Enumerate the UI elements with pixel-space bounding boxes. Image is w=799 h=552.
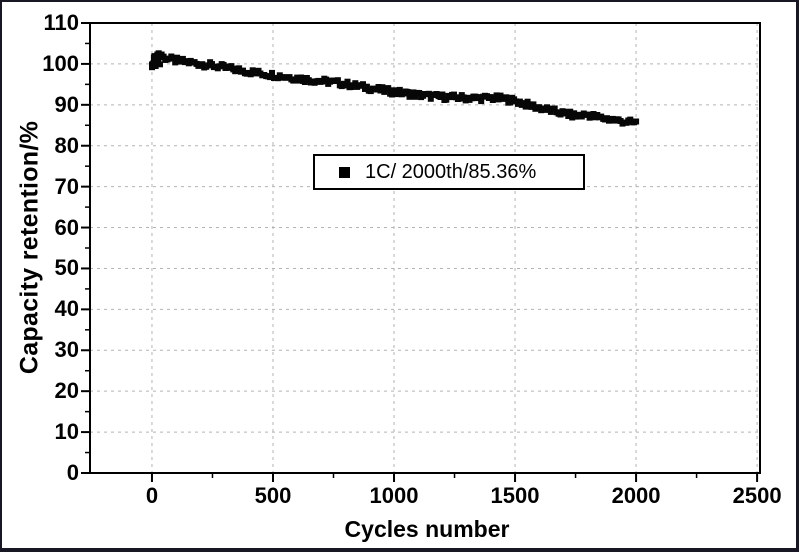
data-point [571,110,578,117]
data-point [352,80,359,87]
data-point [334,77,341,84]
data-point [377,87,384,94]
data-point [497,92,504,99]
x-tick-label: 2000 [611,483,661,508]
data-point [199,61,206,68]
data-point [493,92,500,99]
data-point [503,94,510,101]
x-tick-label: 500 [254,483,292,508]
data-point [491,95,498,102]
legend-entry-label: 1C/ 2000th/85.36% [365,160,537,183]
data-point [416,90,423,96]
x-tick-label: 2500 [732,483,782,508]
data-point [151,58,158,65]
legend-box: 1C/ 2000th/85.36% [313,154,585,190]
data-point [569,114,576,121]
data-point [342,82,349,89]
data-point [323,76,330,83]
data-point [389,91,396,98]
data-point [157,61,163,68]
data-point [456,95,463,102]
data-point [360,81,366,88]
y-tick-label: 0 [66,460,79,485]
data-point [530,101,537,108]
data-point [633,118,640,125]
data-point [220,61,227,68]
data-point [385,85,392,92]
y-tick-label: 100 [42,50,79,76]
data-point [375,84,382,90]
x-tick-label: 1000 [369,483,419,508]
data-point [427,95,434,102]
data-point [557,111,564,118]
data-point [296,77,303,84]
y-tick-label: 60 [54,214,79,240]
data-point [406,93,413,100]
data-point [152,63,159,69]
y-tick-label: 80 [54,132,79,158]
data-point [478,98,485,105]
data-point [172,59,179,66]
data-point [247,71,254,78]
data-point [412,93,419,100]
data-point [410,89,417,96]
data-point [507,99,514,106]
data-point [584,111,591,118]
data-point [520,100,527,107]
data-point [547,108,554,115]
data-point [439,91,446,98]
data-point [551,105,558,112]
y-tick-label: 50 [54,255,79,281]
data-point [396,86,403,93]
data-point [516,98,523,105]
x-tick-label: 0 [145,483,159,508]
data-point [495,96,502,103]
data-point [344,78,351,85]
data-point [522,103,529,110]
y-tick-label: 40 [54,296,79,322]
data-point [228,63,235,70]
data-point [363,83,370,90]
data-point [170,54,177,61]
data-point [155,57,161,64]
data-point [590,111,597,117]
data-point [179,55,186,62]
legend-square-marker-icon [339,166,350,178]
data-point [425,90,432,97]
data-point [205,62,212,69]
y-tick-label: 20 [54,378,79,404]
data-point [301,79,308,85]
data-point [394,91,401,98]
x-axis-title: Cycles number [344,516,510,542]
data-point [476,94,483,101]
data-point [298,74,305,81]
data-point [443,96,450,103]
y-tick-label: 70 [54,173,79,199]
x-tick-label: 1500 [490,483,540,508]
axis-frame [89,22,761,474]
data-point [379,84,386,91]
data-point [269,69,275,76]
y-tick-label: 90 [54,91,79,117]
data-point [162,56,169,63]
data-point [267,74,274,81]
y-tick-label: 110 [43,10,80,35]
data-point [567,108,574,115]
y-tick-label: 30 [54,337,79,363]
data-point [565,113,572,119]
data-point [236,65,243,72]
y-tick-label: 10 [54,419,79,445]
data-point [404,88,411,95]
